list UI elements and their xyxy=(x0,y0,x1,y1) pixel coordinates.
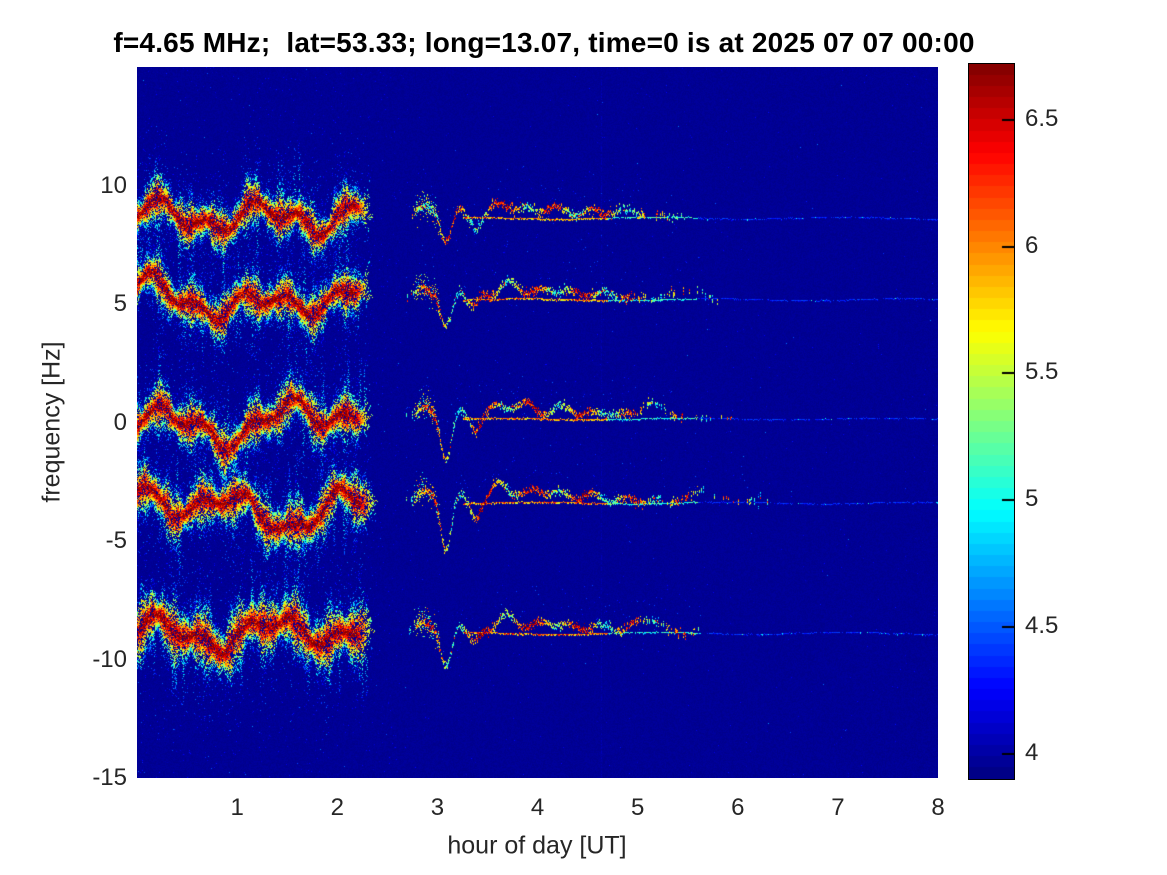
y-tick-label: 5 xyxy=(113,290,127,317)
x-tick-label: 5 xyxy=(630,794,645,821)
x-tick-label: 3 xyxy=(430,794,445,821)
x-tick-label: 1 xyxy=(230,794,244,821)
y-tick-label: 0 xyxy=(113,408,127,436)
x-axis-label: hour of day [UT] xyxy=(447,831,627,860)
x-tick-label: 8 xyxy=(931,794,945,821)
colorbar xyxy=(968,63,1015,780)
colorbar-tick-label: 6 xyxy=(1025,231,1039,259)
x-tick-label: 2 xyxy=(330,794,344,821)
colorbar-tick-label: 4.5 xyxy=(1025,611,1059,639)
y-tick-label: -15 xyxy=(92,764,127,791)
colorbar-tick-label: 6.5 xyxy=(1025,104,1059,132)
y-tick-label: 10 xyxy=(100,171,127,199)
colorbar-tick-label: 5.5 xyxy=(1025,358,1059,386)
colorbar-tick-label: 5 xyxy=(1025,485,1039,513)
chart-title: f=4.65 MHz; lat=53.33; long=13.07, time=… xyxy=(113,27,975,58)
y-tick-label: -5 xyxy=(105,527,127,554)
y-tick-label: -10 xyxy=(92,645,127,673)
spectrogram-plot xyxy=(137,67,938,778)
x-tick-label: 6 xyxy=(731,794,745,821)
x-tick-label: 7 xyxy=(831,794,845,821)
colorbar-tick-label: 4 xyxy=(1025,738,1039,766)
x-tick-label: 4 xyxy=(530,794,545,821)
